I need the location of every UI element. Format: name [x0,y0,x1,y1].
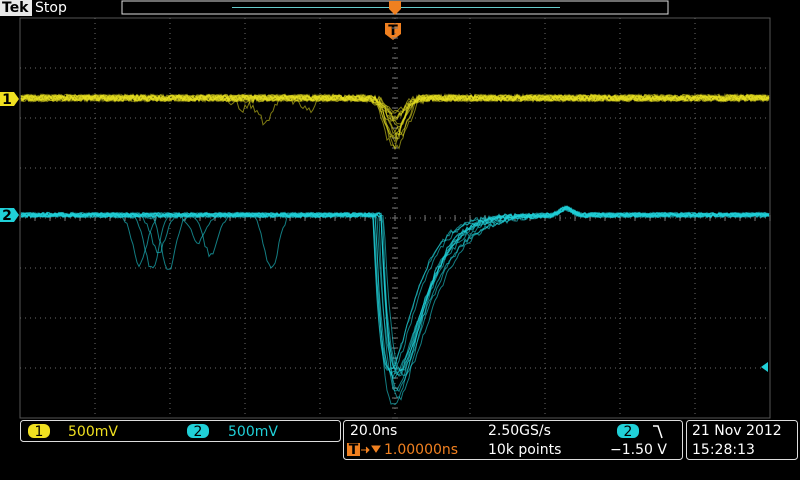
ch1-marker-label: 1 [2,92,12,108]
trigger-source-badge [617,424,639,438]
waveforms [20,92,770,406]
record-length: 10k points [488,442,561,458]
ch1-badge [28,424,50,438]
ch2-badge [187,424,209,438]
ch1-waveform [20,92,770,122]
trigger-source: 2 [624,424,633,440]
trigger-position: 1.00000ns [384,442,458,458]
trigger-icon-box [347,443,360,456]
record-trigger [389,1,401,15]
brand: Tek [2,0,29,16]
trigger-icon: T [349,442,359,458]
trigger-slope-icon [653,425,663,439]
ch1-marker [0,92,19,106]
ch1-waveform [20,92,770,142]
brand-box [0,0,32,16]
ch2-waveform [21,206,770,401]
acquisition-box [343,420,683,460]
trigger-level-marker [761,362,768,372]
trigger-level: −1.50 V [610,442,667,458]
channel-box [20,420,341,442]
ch2-marker [0,208,19,222]
trigger-arrow [361,445,381,454]
date: 21 Nov 2012 [692,423,782,439]
sample-rate: 2.50GS/s [488,423,551,439]
ch2-scale: 500mV [228,424,278,440]
ch2-badge-label: 2 [194,424,203,440]
acq-status: Stop [35,0,67,16]
time: 15:28:13 [692,442,755,458]
trigger-marker [385,23,401,40]
trigger-marker-label: T [388,23,398,39]
ch1-badge-label: 1 [35,424,44,440]
timebase: 20.0ns [350,423,397,439]
ch1-scale: 500mV [68,424,118,440]
ch2-waveform [20,206,770,371]
datetime-box [686,420,798,460]
ch2-marker-label: 2 [2,208,12,224]
